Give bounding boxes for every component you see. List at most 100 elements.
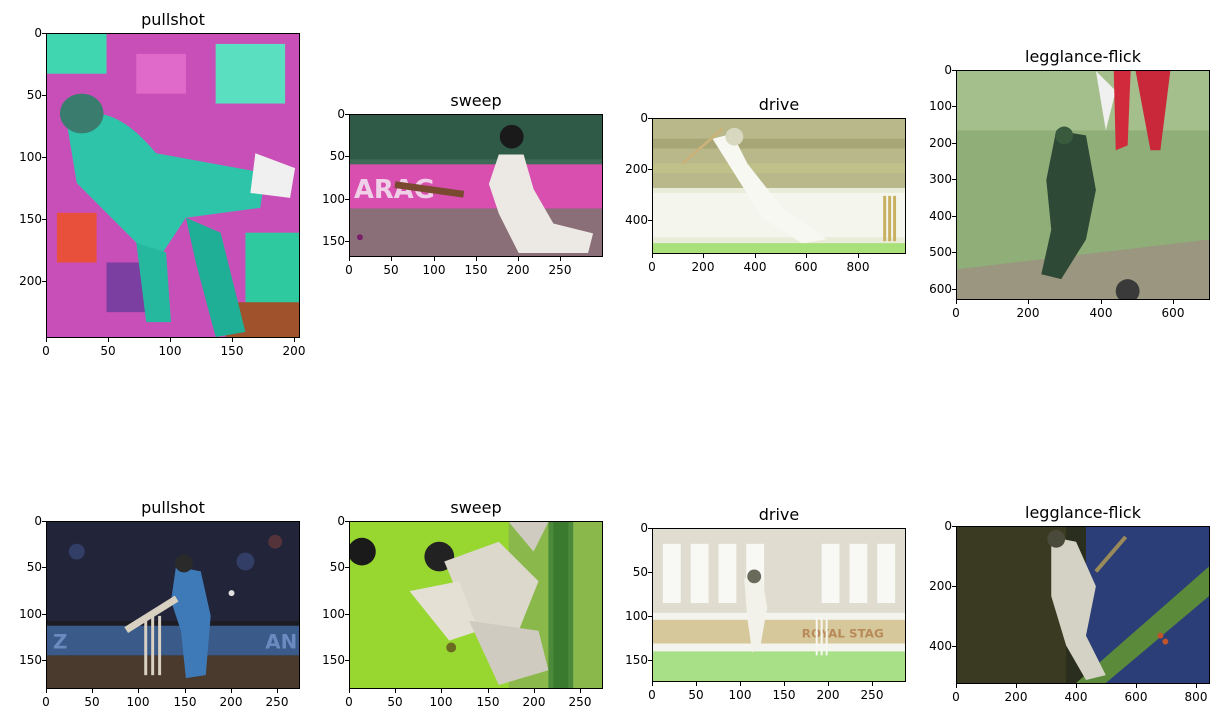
y-tick-label: 50 bbox=[26, 88, 42, 102]
x-tick-label: 0 bbox=[345, 263, 353, 277]
x-tick-label: 400 bbox=[1089, 306, 1113, 320]
y-tick-label: 0 bbox=[34, 26, 42, 40]
x-tick-label: 400 bbox=[743, 260, 767, 274]
x-tick-label: 800 bbox=[846, 260, 870, 274]
subplot-drive-bottom: drive ROYAL STAG 0 50 100 150 bbox=[625, 505, 906, 702]
x-tick-label: 50 bbox=[100, 344, 116, 358]
x-tick-label: 200 bbox=[522, 695, 546, 709]
y-tick-label: 50 bbox=[329, 149, 345, 163]
x-tick-label: 50 bbox=[383, 263, 399, 277]
image-legglance-flick-rotated bbox=[956, 526, 1210, 684]
y-tick-label: 0 bbox=[944, 63, 952, 77]
image-pullshot: Z AN bbox=[46, 521, 300, 689]
x-tick-label: 150 bbox=[464, 263, 488, 277]
x-tick-label: 150 bbox=[476, 695, 500, 709]
x-tick-label: 250 bbox=[860, 688, 884, 702]
x-tick-label: 250 bbox=[548, 263, 572, 277]
y-tick-label: 50 bbox=[26, 560, 42, 574]
x-tick-label: 600 bbox=[1124, 690, 1148, 704]
y-tick-label: 150 bbox=[19, 212, 42, 226]
subplot-title: drive bbox=[758, 505, 800, 524]
y-tick-label: 100 bbox=[19, 607, 42, 621]
svg-text:AN: AN bbox=[265, 631, 297, 654]
subplot-pullshot-top: pullshot 0 50 100 150 200 0 50 100 150 2… bbox=[19, 10, 305, 358]
x-tick-label: 400 bbox=[1064, 690, 1088, 704]
subplot-title: pullshot bbox=[141, 498, 205, 517]
subplot-pullshot-bottom: pullshot Z AN 0 50 100 150 0 50 bbox=[19, 498, 300, 709]
x-tick-label: 200 bbox=[691, 260, 715, 274]
x-tick-label: 0 bbox=[648, 260, 656, 274]
y-tick-label: 0 bbox=[337, 514, 345, 528]
x-tick-label: 100 bbox=[728, 688, 752, 702]
x-tick-label: 200 bbox=[1004, 690, 1028, 704]
x-tick-label: 150 bbox=[220, 344, 244, 358]
x-tick-label: 0 bbox=[952, 306, 960, 320]
x-tick-label: 0 bbox=[345, 695, 353, 709]
y-tick-label: 0 bbox=[944, 519, 952, 533]
y-tick-label: 400 bbox=[929, 209, 952, 223]
x-tick-label: 0 bbox=[42, 695, 50, 709]
x-tick-label: 250 bbox=[568, 695, 592, 709]
subplot-title: sweep bbox=[450, 91, 502, 110]
y-tick-label: 200 bbox=[19, 274, 42, 288]
y-tick-label: 0 bbox=[337, 107, 345, 121]
image-sweep-rotated bbox=[349, 521, 603, 689]
x-tick-label: 50 bbox=[84, 695, 100, 709]
subplot-title: drive bbox=[758, 95, 800, 114]
x-tick-label: 0 bbox=[648, 688, 656, 702]
x-tick-label: 800 bbox=[1184, 690, 1208, 704]
x-tick-label: 0 bbox=[42, 344, 50, 358]
y-tick-label: 100 bbox=[322, 192, 345, 206]
x-tick-label: 600 bbox=[1161, 306, 1185, 320]
y-tick-label: 400 bbox=[625, 213, 648, 227]
y-tick-label: 150 bbox=[322, 234, 345, 248]
x-tick-label: 50 bbox=[387, 695, 403, 709]
y-tick-label: 100 bbox=[929, 99, 952, 113]
image-legglance-flick bbox=[956, 70, 1210, 300]
x-tick-label: 100 bbox=[126, 695, 150, 709]
x-tick-label: 100 bbox=[158, 344, 182, 358]
board-text: ROYAL STAG bbox=[802, 627, 884, 641]
image-sweep: ARAG bbox=[349, 114, 603, 257]
x-tick-label: 200 bbox=[816, 688, 840, 702]
y-tick-label: 0 bbox=[34, 514, 42, 528]
y-tick-label: 50 bbox=[632, 565, 648, 579]
y-tick-label: 0 bbox=[640, 111, 648, 125]
subplot-legglance-flick-bottom: legglance-flick 0 200 400 0 200 400 600 … bbox=[929, 503, 1210, 704]
y-tick-label: 200 bbox=[929, 579, 952, 593]
x-tick-label: 100 bbox=[422, 263, 446, 277]
y-tick-label: 400 bbox=[929, 639, 952, 653]
y-tick-label: 150 bbox=[19, 653, 42, 667]
subplot-title: sweep bbox=[450, 498, 502, 517]
x-tick-label: 200 bbox=[219, 695, 243, 709]
image-drive-bright: ROYAL STAG bbox=[652, 528, 906, 682]
y-tick-label: 600 bbox=[929, 282, 952, 296]
y-tick-label: 500 bbox=[929, 245, 952, 259]
y-tick-label: 150 bbox=[625, 653, 648, 667]
x-tick-label: 600 bbox=[794, 260, 818, 274]
y-tick-label: 100 bbox=[625, 609, 648, 623]
y-tick-label: 0 bbox=[640, 521, 648, 535]
x-tick-label: 100 bbox=[429, 695, 453, 709]
subplot-title: legglance-flick bbox=[1025, 503, 1141, 522]
x-tick-label: 200 bbox=[1016, 306, 1040, 320]
y-tick-label: 200 bbox=[929, 136, 952, 150]
y-tick-label: 100 bbox=[19, 150, 42, 164]
x-tick-label: 200 bbox=[506, 263, 530, 277]
x-tick-label: 150 bbox=[772, 688, 796, 702]
subplot-legglance-flick-top: legglance-flick 0 100 200 300 400 500 60… bbox=[929, 47, 1210, 320]
x-tick-label: 200 bbox=[282, 344, 306, 358]
x-tick-label: 50 bbox=[688, 688, 704, 702]
x-tick-label: 250 bbox=[265, 695, 289, 709]
y-tick-label: 300 bbox=[929, 172, 952, 186]
svg-text:Z: Z bbox=[53, 631, 67, 654]
subplot-drive-top: drive 0 200 400 0 200 400 600 800 bbox=[625, 95, 906, 274]
subplot-sweep-bottom: sweep 0 50 100 150 0 50 100 150 200 250 bbox=[322, 498, 603, 709]
y-tick-label: 150 bbox=[322, 653, 345, 667]
image-pullshot-augmented bbox=[46, 33, 300, 338]
y-tick-label: 200 bbox=[625, 162, 648, 176]
y-tick-label: 50 bbox=[329, 560, 345, 574]
subplot-title: legglance-flick bbox=[1025, 47, 1141, 66]
image-drive bbox=[652, 118, 906, 254]
subplot-title: pullshot bbox=[141, 10, 205, 29]
